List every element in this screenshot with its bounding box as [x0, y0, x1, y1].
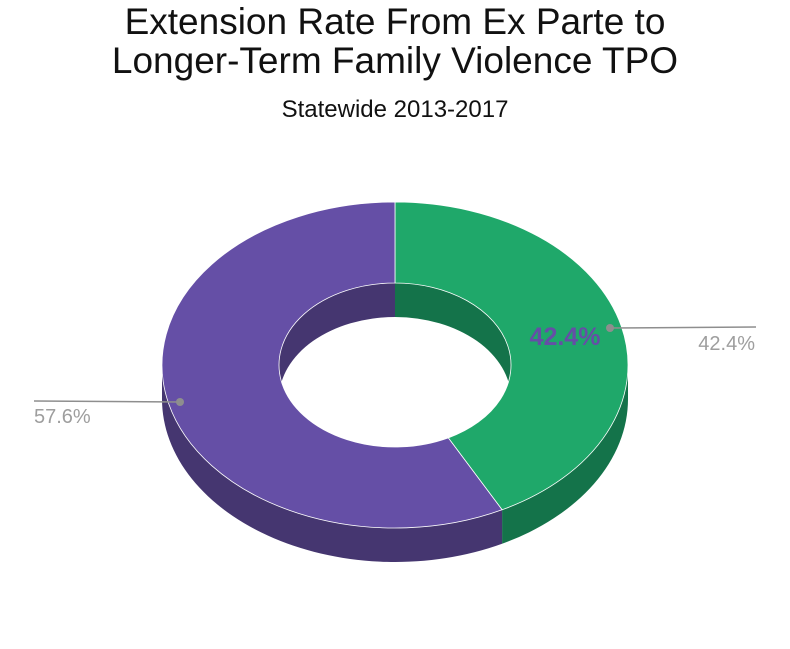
- slice-inner-wall-1-1: [279, 283, 395, 399]
- slice-inner-wall-0-0: [395, 283, 511, 399]
- slice-data-label-0: 42.4%: [530, 323, 601, 351]
- slice-1[interactable]: [161, 201, 503, 529]
- callout-label-0: 42.4%: [698, 333, 755, 355]
- chart-title: Extension Rate From Ex Parte to Longer-T…: [0, 2, 790, 80]
- callout-line-0: [609, 326, 757, 329]
- slice-0[interactable]: [394, 201, 629, 511]
- slice-outer-wall-0: [502, 365, 628, 544]
- slice-outer-wall-1: [161, 365, 503, 563]
- callout-dot-0: [606, 324, 614, 332]
- chart-title-line-1: Extension Rate From Ex Parte to: [124, 1, 666, 42]
- chart-subtitle: Statewide 2013-2017: [281, 96, 509, 123]
- callout-label-1: 57.6%: [34, 406, 91, 428]
- callout-line-1: [33, 400, 181, 403]
- callout-dot-1: [176, 398, 184, 406]
- chart-title-line-2: Longer-Term Family Violence TPO: [111, 40, 679, 81]
